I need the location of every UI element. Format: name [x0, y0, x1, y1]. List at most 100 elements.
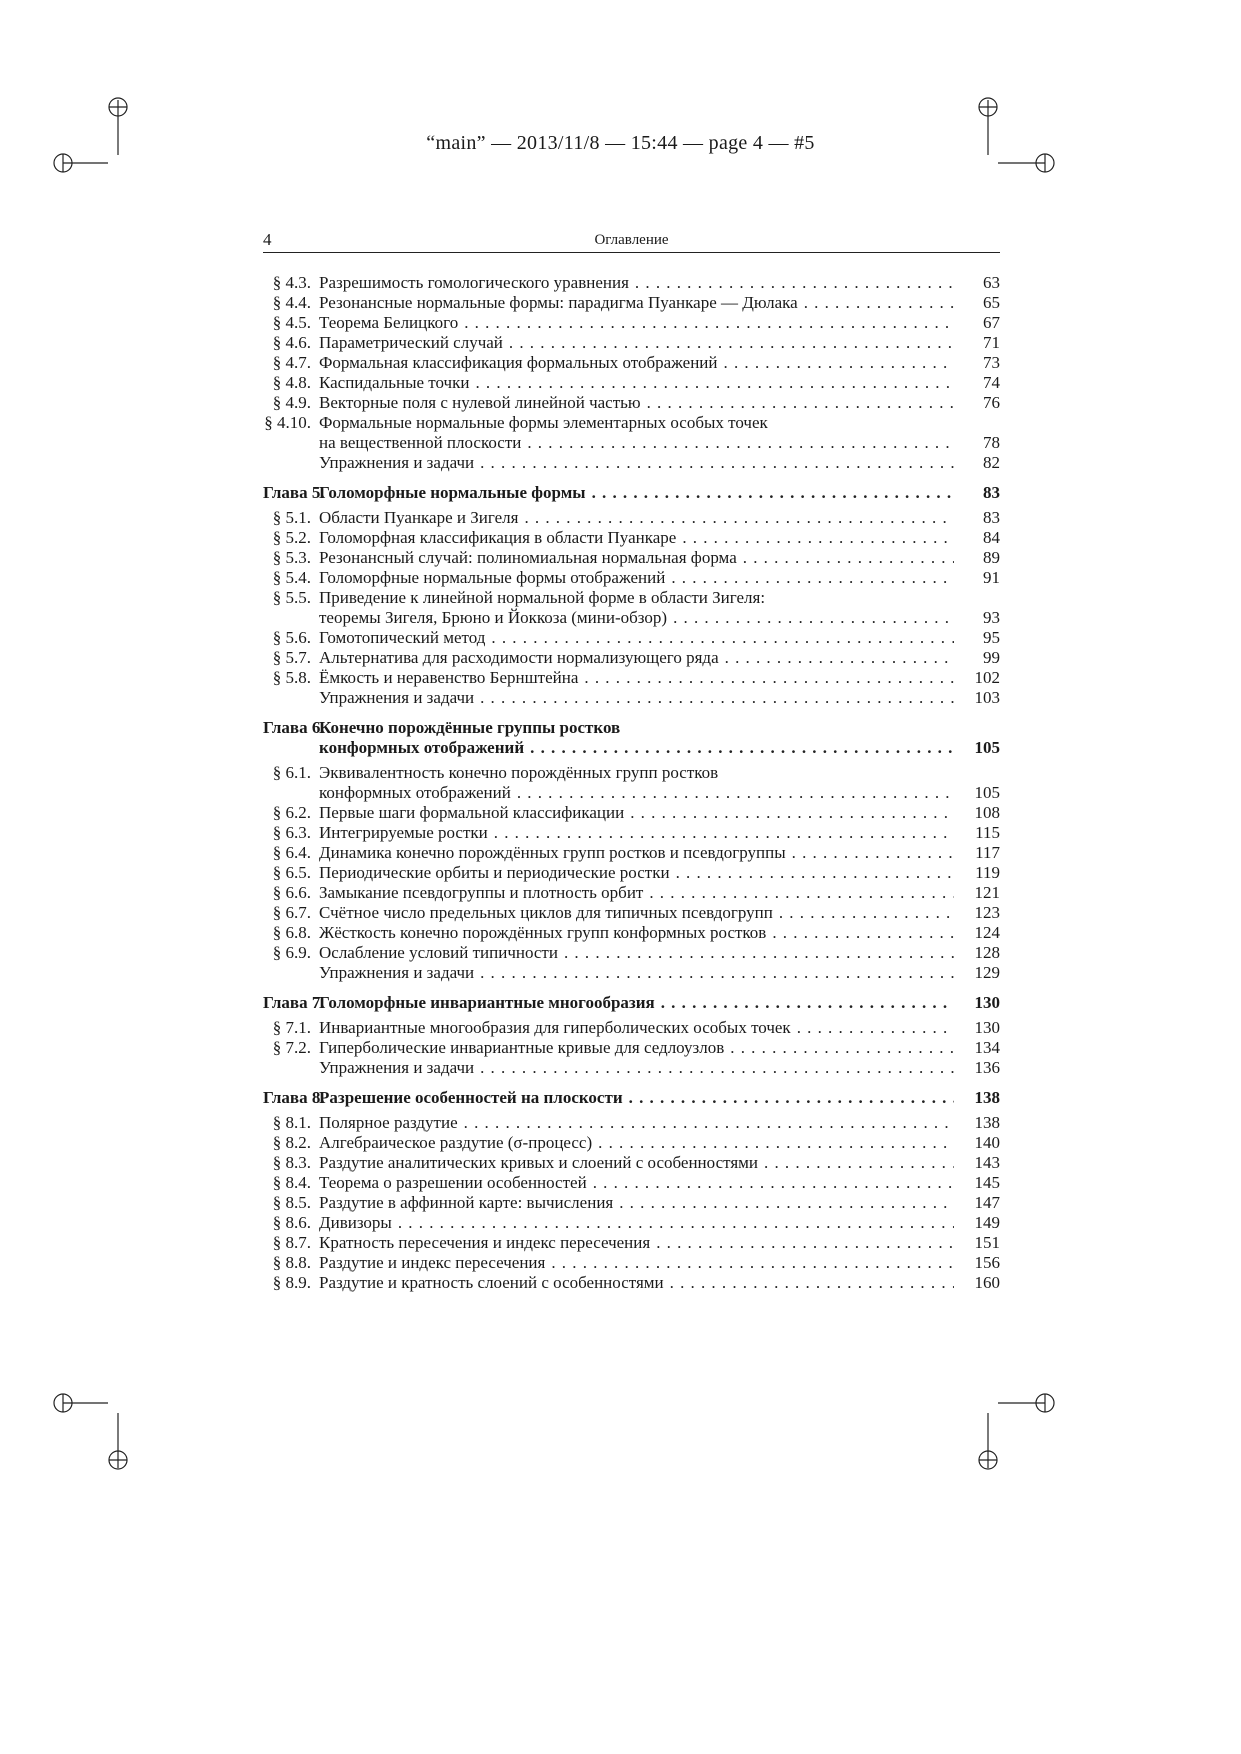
entry-title: Голоморфные инвариантные многообразия: [319, 993, 655, 1012]
entry-page: 93: [983, 608, 1000, 627]
entry-number: § 7.2.: [272, 1038, 311, 1057]
dot-leader: ........................................…: [673, 608, 954, 627]
entry-number: § 4.3.: [272, 273, 311, 292]
entry-number: § 8.8.: [272, 1253, 311, 1272]
toc-chapter-entry: Глава 5. Голоморфные нормальные формы....…: [263, 483, 1000, 503]
entry-number: § 8.2.: [272, 1133, 311, 1152]
entry-number: § 5.5.: [272, 588, 311, 607]
entry-page: 130: [974, 993, 1001, 1012]
dot-leader: ........................................…: [491, 628, 954, 647]
running-head: 4 Оглавление: [263, 230, 1000, 253]
entry-title: Каспидальные точки: [319, 373, 470, 392]
toc-entry: § 5.8. Ёмкость и неравенство Бернштейна..…: [263, 668, 1000, 688]
entry-title: Ёмкость и неравенство Бернштейна: [319, 668, 579, 687]
dot-leader: ........................................…: [649, 883, 954, 902]
toc-entry: § 5.5. Приведение к линейной нормальной ф…: [263, 588, 1000, 608]
entry-page: 134: [974, 1038, 1001, 1057]
entry-title: Разрешение особенностей на плоскости: [319, 1088, 623, 1107]
crop-mark-top-left: [53, 97, 128, 173]
entry-number: § 4.9.: [272, 393, 311, 412]
entry-number: § 8.1.: [272, 1113, 311, 1132]
dot-leader: ........................................…: [724, 648, 954, 667]
entry-page: 136: [974, 1058, 1001, 1077]
entry-number: Глава 7.: [263, 993, 325, 1012]
dot-leader: ........................................…: [480, 453, 954, 472]
entry-page: 74: [983, 373, 1000, 392]
entry-page: 140: [974, 1133, 1001, 1152]
entry-page: 83: [983, 508, 1000, 527]
entry-title: Конечно порождённые группы ростков: [319, 718, 621, 737]
entry-number: § 6.3.: [272, 823, 311, 842]
toc-entry: § 8.2. Алгебраическое раздутие (σ-процесс…: [263, 1133, 1000, 1153]
entry-page: 76: [983, 393, 1000, 412]
dot-leader: ........................................…: [660, 993, 954, 1012]
dot-leader: ........................................…: [493, 823, 954, 842]
dot-leader: ........................................…: [772, 923, 954, 942]
entry-title: Разрешимость гомологического уравнения: [319, 273, 629, 292]
entry-number: § 5.3.: [272, 548, 311, 567]
entry-page: 119: [975, 863, 1000, 882]
entry-page: 63: [983, 273, 1000, 292]
entry-page: 147: [974, 1193, 1001, 1212]
entry-number: § 8.7.: [272, 1233, 311, 1252]
entry-page: 151: [974, 1233, 1001, 1252]
dot-leader: ........................................…: [671, 568, 954, 587]
dot-leader: ........................................…: [464, 313, 954, 332]
entry-title: Эквивалентность конечно порождённых груп…: [319, 763, 719, 782]
dot-leader: ........................................…: [646, 393, 954, 412]
entry-title: Голоморфная классификация в области Пуан…: [319, 528, 677, 547]
entry-title: Голоморфные нормальные формы отображений: [319, 568, 666, 587]
entry-number: § 6.4.: [272, 843, 311, 862]
toc-entry: § 6.1. Эквивалентность конечно порождённы…: [263, 763, 1000, 783]
entry-page: 121: [974, 883, 1001, 902]
entry-page: 156: [974, 1253, 1001, 1272]
entry-page: 99: [983, 648, 1000, 667]
toc-entry: конформных отображений..................…: [263, 783, 1000, 803]
entry-number: § 4.5.: [272, 313, 311, 332]
entry-title: Раздутие аналитических кривых и слоений …: [319, 1153, 759, 1172]
entry-number: § 6.2.: [272, 803, 311, 822]
entry-title: Упражнения и задачи: [319, 1058, 475, 1077]
dot-leader: ........................................…: [778, 903, 954, 922]
entry-title: Резонансный случай: полиномиальная норма…: [319, 548, 737, 567]
toc-entry: § 7.1. Инвариантные многообразия для гипе…: [263, 1018, 1000, 1038]
toc-chapter-entry: Глава 8. Разрешение особенностей на плоск…: [263, 1088, 1000, 1108]
toc-entry: § 8.1. Полярное раздутие.................…: [263, 1113, 1000, 1133]
entry-page: 83: [983, 483, 1000, 502]
entry-page: 89: [983, 548, 1000, 567]
toc-entry: § 5.1. Области Пуанкаре и Зигеля.........…: [263, 508, 1000, 528]
dot-leader: ........................................…: [723, 353, 955, 372]
entry-title: Альтернатива для расходимости нормализую…: [319, 648, 719, 667]
toc-entry: § 6.2. Первые шаги формальной классификац…: [263, 803, 1000, 823]
entry-page: 103: [974, 688, 1001, 707]
entry-title: Дивизоры: [319, 1213, 392, 1232]
toc-entry: § 6.3. Интегрируемые ростки..............…: [263, 823, 1000, 843]
dot-leader: ........................................…: [480, 963, 954, 982]
entry-number: Глава 8.: [263, 1088, 325, 1107]
toc-entry: § 5.3. Резонансный случай: полиномиальная…: [263, 548, 1000, 568]
entry-number: Глава 5.: [263, 483, 325, 502]
entry-title: Динамика конечно порождённых групп ростк…: [319, 843, 786, 862]
entry-title: Счётное число предельных циклов для типи…: [319, 903, 773, 922]
entry-page: 71: [983, 333, 1000, 352]
entry-page: 149: [974, 1213, 1001, 1232]
entry-title: Первые шаги формальной классификации: [319, 803, 625, 822]
entry-page: 105: [974, 738, 1001, 757]
crop-mark-top-right: [978, 97, 1055, 173]
entry-title: на вещественной плоскости: [319, 433, 522, 452]
entry-number: § 8.4.: [272, 1173, 311, 1192]
dot-leader: ........................................…: [791, 843, 954, 862]
toc-entry: Упражнения и задачи.....................…: [263, 963, 1000, 983]
toc-entry: § 6.7. Счётное число предельных циклов дл…: [263, 903, 1000, 923]
entry-title: Упражнения и задачи: [319, 453, 475, 472]
toc-entry: § 5.7. Альтернатива для расходимости норм…: [263, 648, 1000, 668]
entry-title: Раздутие и кратность слоений с особеннос…: [319, 1273, 664, 1292]
dot-leader: ........................................…: [480, 1058, 954, 1077]
crop-mark-bottom-right: [978, 1393, 1055, 1470]
toc-entry: Упражнения и задачи.....................…: [263, 453, 1000, 473]
entry-number: § 4.10.: [264, 413, 311, 432]
dot-leader: ........................................…: [592, 1173, 954, 1192]
dot-leader: ........................................…: [598, 1133, 954, 1152]
print-slug: “main” — 2013/11/8 — 15:44 — page 4 — #5: [426, 132, 815, 154]
